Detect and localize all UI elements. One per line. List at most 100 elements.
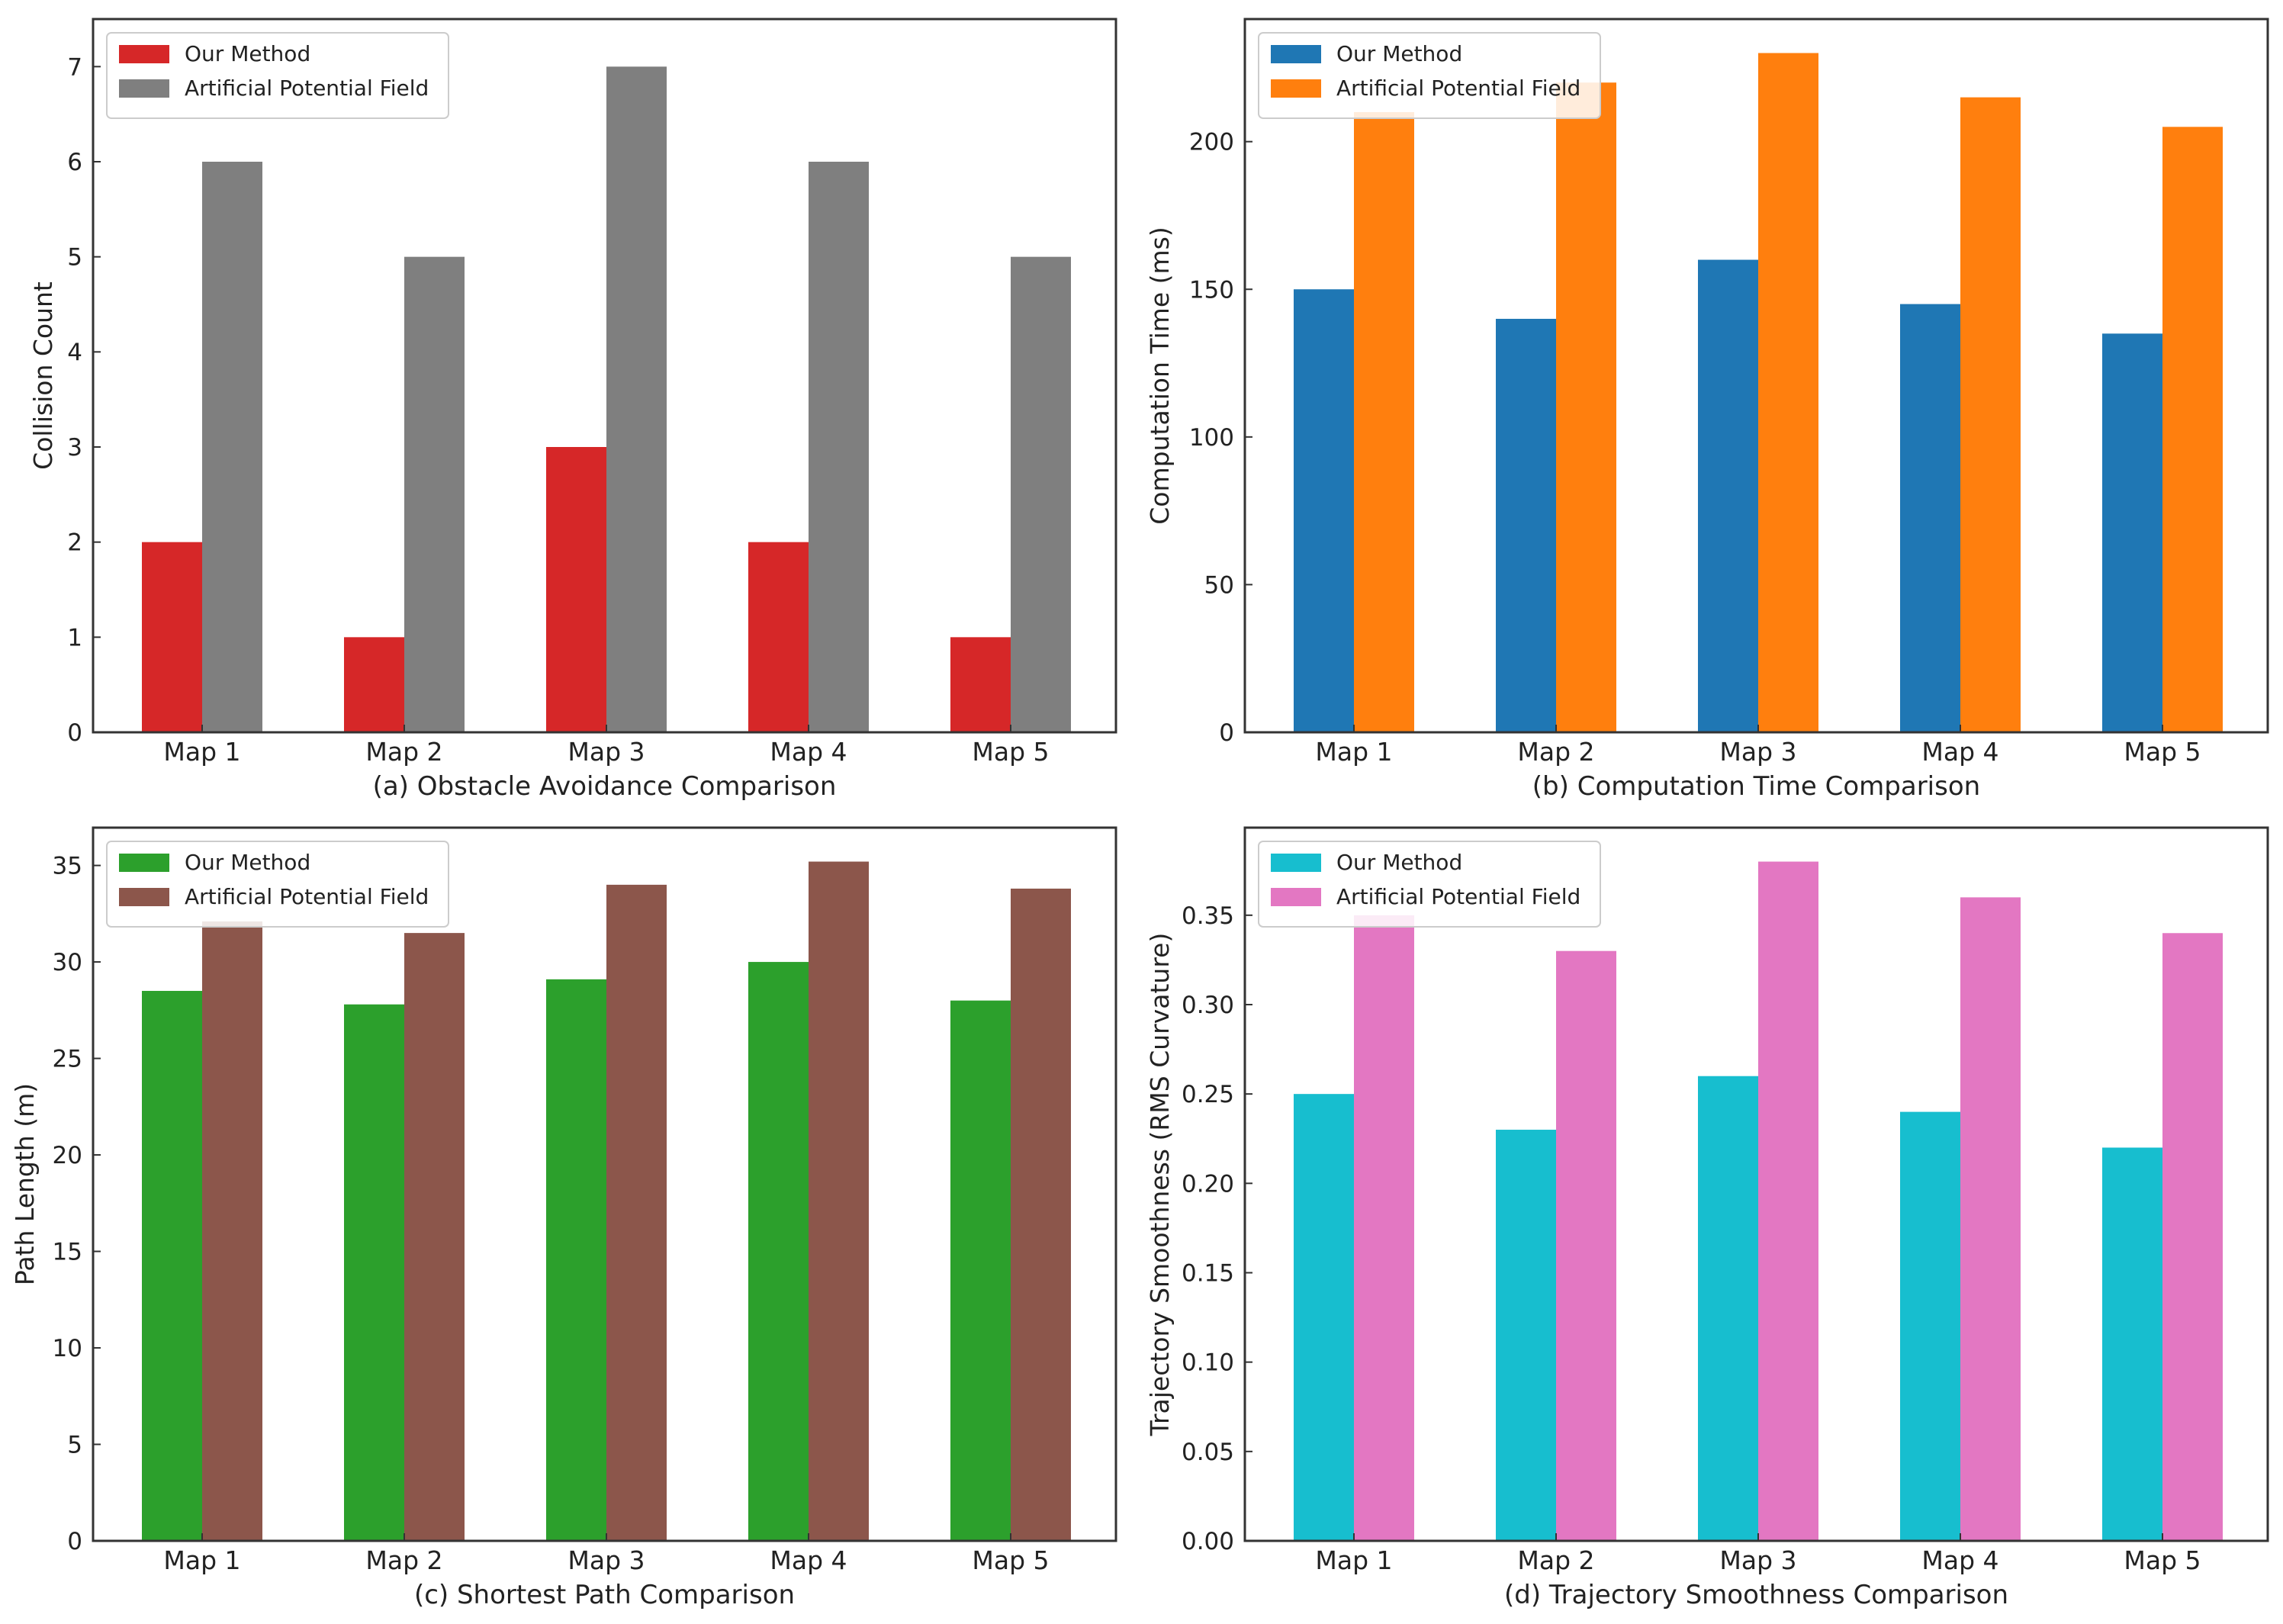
bar-apf-map-4 <box>1960 97 2021 733</box>
bar-our-method-map-5 <box>2102 1147 2162 1541</box>
bar-our-method-map-4 <box>748 542 809 732</box>
legend-label-apf: Artificial Potential Field <box>185 76 429 101</box>
y-tick-label: 150 <box>1189 276 1234 304</box>
bar-our-method-map-2 <box>344 1004 404 1541</box>
y-tick-label: 3 <box>67 434 82 461</box>
y-tick-label: 0.25 <box>1182 1081 1234 1108</box>
legend-swatch-our-method <box>1271 45 1321 63</box>
legend: Our Method Artificial Potential Field <box>1258 32 1601 119</box>
bar-our-method-map-2 <box>1496 1130 1556 1541</box>
bar-our-method-map-5 <box>2102 333 2162 732</box>
y-tick-label: 0.10 <box>1182 1349 1234 1377</box>
bar-our-method-map-3 <box>1698 259 1758 732</box>
bar-our-method-map-1 <box>1294 1094 1354 1541</box>
plot-frame <box>1243 18 2269 734</box>
bar-our-method-map-1 <box>142 991 202 1541</box>
x-tick-label: Map 5 <box>2124 737 2201 767</box>
legend-box <box>1258 841 1601 928</box>
legend-label-our-method: Our Method <box>185 850 310 875</box>
panel-d: 0.00 0.05 0.10 0.15 0.20 0.25 0.30 0.35 Map 1 Map… <box>1145 826 2269 1610</box>
bar-apf-map-1 <box>1354 915 1414 1541</box>
bar-apf-map-3 <box>606 66 667 733</box>
bar-apf-map-2 <box>404 256 465 733</box>
bar-our-method-map-5 <box>950 637 1011 732</box>
x-tick-label: Map 5 <box>972 737 1049 767</box>
panel-a: 0 1 2 3 4 5 6 7 Map 1 Map 2 Map 3 Map 4 Map 5 (a) Obs… <box>28 18 1117 802</box>
bar-apf-map-2 <box>404 933 465 1541</box>
legend-label-our-method: Our Method <box>185 41 310 66</box>
x-tick-label: Map 4 <box>1921 737 1998 767</box>
x-tick-label: Map 5 <box>2124 1545 2201 1575</box>
x-tick-label: Map 2 <box>365 737 442 767</box>
y-tick-label: 100 <box>1189 424 1234 452</box>
y-tick-label: 35 <box>53 853 82 880</box>
legend-swatch-apf <box>1271 888 1321 906</box>
y-tick-label: 30 <box>53 949 82 976</box>
panel-caption: (d) Trajectory Smoothness Comparison <box>1504 1580 2008 1610</box>
legend-swatch-our-method <box>119 45 169 63</box>
legend: Our Method Artificial Potential Field <box>1258 841 1601 928</box>
x-tick-label: Map 1 <box>163 1545 240 1575</box>
legend-box <box>1258 32 1601 119</box>
legend: Our Method Artificial Potential Field <box>106 841 449 928</box>
bar-apf-map-5 <box>2162 127 2223 732</box>
legend-swatch-apf <box>1271 79 1321 98</box>
legend-swatch-our-method <box>1271 854 1321 872</box>
y-tick-label: 0.15 <box>1182 1259 1234 1287</box>
legend-swatch-apf <box>119 888 169 906</box>
y-tick-label: 15 <box>53 1239 82 1266</box>
bar-apf-map-4 <box>809 162 869 732</box>
x-tick-label: Map 2 <box>1517 1545 1594 1575</box>
y-tick-label: 0 <box>67 1528 82 1555</box>
legend-swatch-apf <box>119 79 169 98</box>
legend-label-our-method: Our Method <box>1336 850 1462 875</box>
y-axis-label: Trajectory Smoothness (RMS Curvature) <box>1145 933 1175 1437</box>
y-tick-label: 0.00 <box>1182 1528 1234 1555</box>
y-tick-label: 20 <box>53 1142 82 1169</box>
bar-our-method-map-4 <box>1900 1111 1960 1541</box>
y-tick-label: 0.20 <box>1182 1170 1234 1198</box>
legend-swatch-our-method <box>119 854 169 872</box>
panel-b: 0 50 100 150 200 Map 1 Map 2 Map 3 Map 4 Map 5 (b)… <box>1145 18 2269 802</box>
plot-frame <box>92 826 1117 1542</box>
bar-apf-map-1 <box>202 162 262 732</box>
x-tick-label: Map 1 <box>163 737 240 767</box>
x-tick-label: Map 3 <box>1719 1545 1796 1575</box>
x-tick-label: Map 4 <box>770 1545 847 1575</box>
bar-apf-map-5 <box>1011 888 1071 1541</box>
x-tick-label: Map 5 <box>972 1545 1049 1575</box>
bar-apf-map-4 <box>1960 897 2021 1541</box>
y-tick-label: 0.05 <box>1182 1439 1234 1466</box>
legend-box <box>106 32 449 119</box>
bar-apf-map-1 <box>202 921 262 1541</box>
bar-apf-map-2 <box>1556 82 1616 732</box>
y-tick-label: 50 <box>1204 571 1234 599</box>
x-tick-label: Map 1 <box>1315 737 1392 767</box>
y-tick-label: 0.30 <box>1182 992 1234 1019</box>
bar-our-method-map-1 <box>142 542 202 732</box>
y-axis-label: Computation Time (ms) <box>1145 227 1175 524</box>
legend-box <box>106 841 449 928</box>
bar-apf-map-5 <box>1011 256 1071 733</box>
y-tick-label: 6 <box>67 149 82 176</box>
panel-caption: (b) Computation Time Comparison <box>1532 771 1980 802</box>
legend: Our Method Artificial Potential Field <box>106 32 449 119</box>
x-tick-label: Map 1 <box>1315 1545 1392 1575</box>
y-tick-label: 4 <box>67 339 82 366</box>
bar-our-method-map-2 <box>1496 318 1556 732</box>
y-tick-label: 0 <box>1219 719 1234 747</box>
bar-our-method-map-5 <box>950 1000 1011 1541</box>
y-tick-label: 0 <box>67 719 82 747</box>
y-tick-label: 25 <box>53 1046 82 1073</box>
y-axis-label: Path Length (m) <box>10 1083 40 1285</box>
y-tick-label: 2 <box>67 529 82 557</box>
x-tick-label: Map 2 <box>365 1545 442 1575</box>
bar-apf-map-5 <box>2162 933 2223 1541</box>
bar-our-method-map-3 <box>1698 1076 1758 1541</box>
x-tick-label: Map 2 <box>1517 737 1594 767</box>
x-tick-label: Map 4 <box>1921 1545 1998 1575</box>
y-tick-label: 5 <box>67 244 82 272</box>
bar-apf-map-1 <box>1354 111 1414 732</box>
y-tick-label: 10 <box>53 1335 82 1362</box>
